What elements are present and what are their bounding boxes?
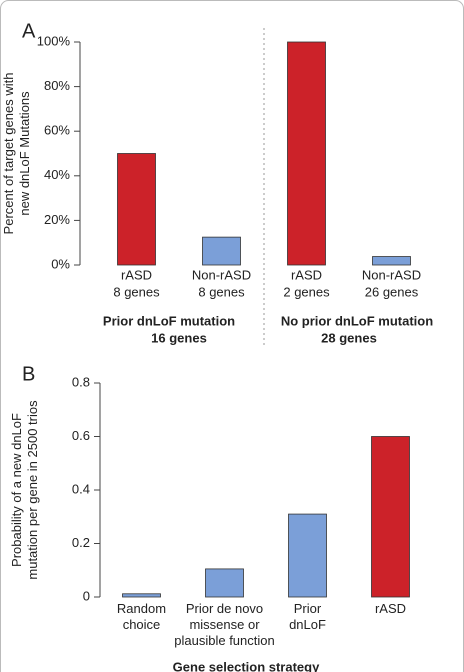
y-tick-label: 0.4 [72,481,90,496]
y-tick-label: 0.8 [72,374,90,389]
x-tick-label: Prior de novo missense or plausible functi… [174,601,274,648]
bar [202,236,241,266]
bar [287,41,326,266]
x-tick-label-line: dnLoF [289,617,326,632]
y-tick-label: 100% [37,33,71,48]
group-label: No prior dnLoF mutation [281,313,433,328]
x-tick-label: Non-rASD [192,267,251,282]
y-tick-label: 40% [44,167,70,182]
x-tick-detail: 8 genes [198,284,245,299]
x-tick-label-line: Prior de novo [186,601,263,616]
x-tick-label-line: Prior [294,601,322,616]
x-tick-label: rASD [121,267,152,282]
y-tick-label: 0% [51,256,70,271]
y-axis-label: Percent of target genes withnew dnLoF Mu… [1,73,32,235]
bar [371,436,410,598]
y-tick-label: 0.2 [72,535,90,550]
bar [288,513,327,598]
x-axis-label: Gene selection strategy [173,659,320,672]
x-tick-detail: 8 genes [113,284,160,299]
bar [117,153,156,266]
x-tick-label-line: rASD [375,601,406,616]
bar [205,568,244,598]
x-tick-detail: 2 genes [283,284,330,299]
group-detail: 16 genes [151,330,207,345]
x-tick-label: Non-rASD [362,267,421,282]
y-axis-label-line: Percent of target genes with [1,73,16,235]
group-label: Prior dnLoF mutation [103,313,235,328]
y-axis-label-line: Probability of a new dnLoF [9,413,24,567]
x-tick-label: rASD [375,601,406,616]
x-tick-label-line: plausible function [174,633,274,648]
bar [372,256,411,266]
y-tick-label: 0.6 [72,428,90,443]
x-tick-label: rASD [291,267,322,282]
x-tick-label-line: choice [123,617,161,632]
y-tick-label: 60% [44,123,70,138]
y-tick-label: 0 [83,588,90,603]
y-axis-label-line: new dnLoF Mutations [17,91,32,216]
x-tick-detail: 26 genes [365,284,419,299]
y-tick-label: 80% [44,78,70,93]
x-tick-label: Prior dnLoF [289,601,326,632]
panel-letter: B [22,363,35,385]
y-tick-label: 20% [44,212,70,227]
x-tick-label-line: missense or [189,617,260,632]
y-axis-label: Probability of a new dnLoFmutation per g… [9,400,40,580]
x-tick-label: Random choice [117,601,166,632]
group-detail: 28 genes [321,330,377,345]
y-axis-label-line: mutation per gene in 2500 trios [25,400,40,580]
bar [122,593,161,598]
x-tick-label-line: Random [117,601,166,616]
panel-letter: A [22,20,36,42]
